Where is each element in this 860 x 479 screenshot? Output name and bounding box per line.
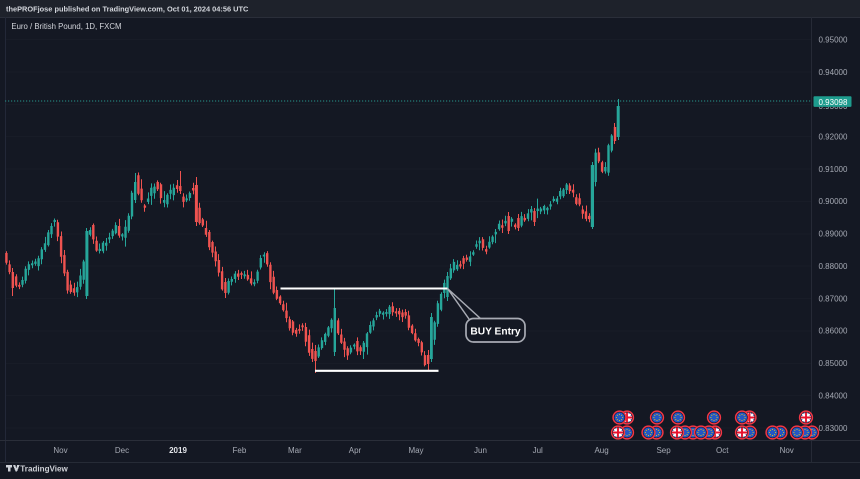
svg-text:Sep: Sep <box>656 446 671 455</box>
svg-text:0.91000: 0.91000 <box>819 165 848 174</box>
svg-text:0.94000: 0.94000 <box>819 68 848 77</box>
svg-text:0.85000: 0.85000 <box>819 359 848 368</box>
svg-text:Euro / British Pound, 1D, FXCM: Euro / British Pound, 1D, FXCM <box>11 22 121 31</box>
svg-text:Aug: Aug <box>594 446 608 455</box>
svg-text:Jun: Jun <box>474 446 487 455</box>
svg-text:Feb: Feb <box>233 446 247 455</box>
svg-text:0.86000: 0.86000 <box>819 327 848 336</box>
svg-text:thePROFjose published on Tradi: thePROFjose published on TradingView.com… <box>6 4 249 13</box>
svg-text:2019: 2019 <box>169 446 187 455</box>
svg-text:Jul: Jul <box>533 446 543 455</box>
svg-text:0.83000: 0.83000 <box>819 424 848 433</box>
svg-text:0.89000: 0.89000 <box>819 230 848 239</box>
svg-text:0.88000: 0.88000 <box>819 262 848 271</box>
svg-text:Oct: Oct <box>716 446 729 455</box>
svg-text:0.92000: 0.92000 <box>819 133 848 142</box>
svg-text:Mar: Mar <box>288 446 302 455</box>
svg-text:0.93098: 0.93098 <box>819 98 848 107</box>
svg-text:Dec: Dec <box>115 446 129 455</box>
svg-text:Nov: Nov <box>780 446 794 455</box>
svg-text:Apr: Apr <box>349 446 362 455</box>
svg-text:0.95000: 0.95000 <box>819 35 848 44</box>
svg-text:Nov: Nov <box>53 446 67 455</box>
svg-text:May: May <box>408 446 423 455</box>
svg-text:0.84000: 0.84000 <box>819 391 848 400</box>
svg-text:BUY Entry: BUY Entry <box>470 326 521 337</box>
svg-text:0.87000: 0.87000 <box>819 294 848 303</box>
svg-text:TradingView: TradingView <box>20 464 68 473</box>
svg-text:0.90000: 0.90000 <box>819 197 848 206</box>
